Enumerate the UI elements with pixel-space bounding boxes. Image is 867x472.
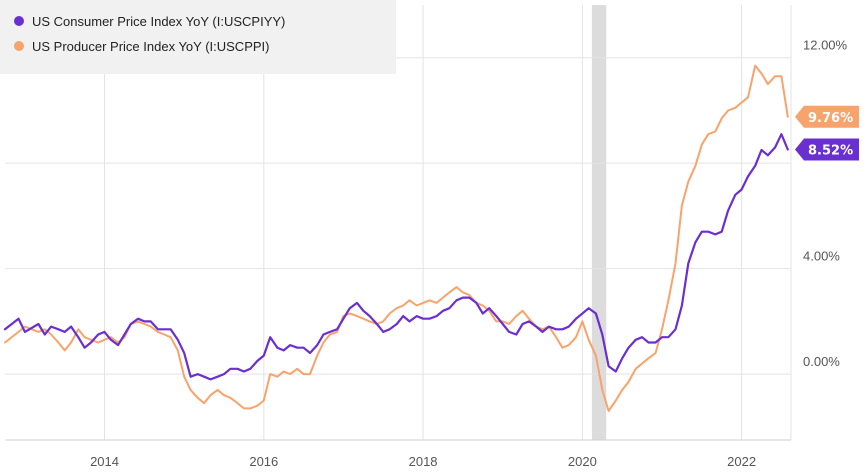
badge-value: 8.52%	[808, 143, 853, 158]
y-tick-label-1: 4.00%	[803, 249, 840, 264]
y-axis-tick-labels: 0.00% 4.00% 12.00%	[803, 38, 848, 369]
gridlines	[5, 5, 792, 441]
x-tick-label-2: 2018	[409, 454, 438, 469]
legend-background	[0, 0, 396, 74]
legend-marker-ppi	[14, 41, 24, 51]
badge-value: 9.76%	[808, 111, 853, 126]
last-value-badges: 8.52% 9.76%	[795, 105, 859, 161]
legend-marker-cpi	[14, 16, 24, 26]
series-line-ppi[interactable]	[4, 64, 789, 412]
y-tick-label-3: 12.00%	[803, 38, 848, 53]
legend-label-cpi[interactable]: US Consumer Price Index YoY (I:USCPIYY)	[32, 14, 285, 29]
badge-shape	[795, 138, 859, 161]
x-tick-label-3: 2020	[568, 454, 597, 469]
y-tick-label-0: 0.00%	[803, 354, 840, 369]
x-tick-label-0: 2014	[90, 454, 119, 469]
x-tick-label-1: 2016	[249, 454, 278, 469]
plot-area	[3, 64, 789, 412]
last-value-badge-ppi: 9.76%	[795, 105, 859, 128]
legend[interactable]: US Consumer Price Index YoY (I:USCPIYY) …	[0, 0, 396, 74]
legend-label-ppi[interactable]: US Producer Price Index YoY (I:USCPPI)	[32, 39, 269, 54]
last-value-badge-cpi: 8.52%	[795, 138, 859, 161]
x-axis-tick-labels: 2014 2016 2018 2020 2022	[90, 454, 756, 469]
recession-shading-layer	[591, 5, 607, 440]
x-tick-label-4: 2022	[727, 454, 756, 469]
recession-band-0	[591, 5, 607, 440]
badge-shape	[795, 105, 859, 128]
series-line-cpi[interactable]	[3, 133, 789, 381]
